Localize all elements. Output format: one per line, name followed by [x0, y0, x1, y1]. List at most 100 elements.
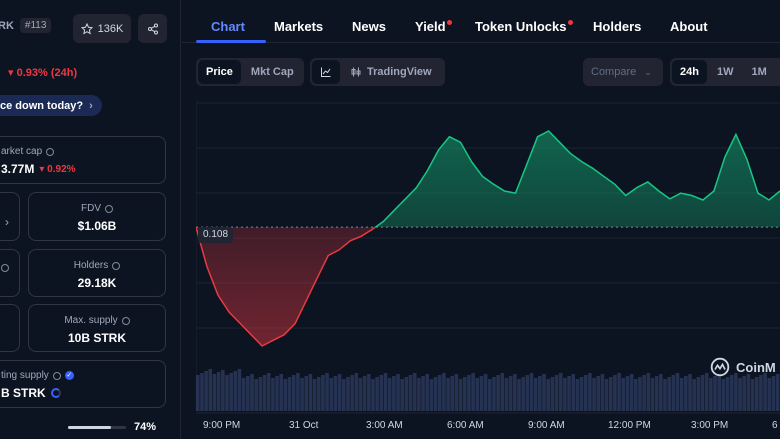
volume-bar — [221, 370, 225, 411]
volume-bar — [596, 376, 601, 411]
volume-bar — [458, 379, 463, 411]
volume-bar — [258, 377, 263, 411]
volume-bar — [542, 374, 546, 411]
volume-bar — [266, 373, 271, 411]
volume-bar — [229, 373, 233, 411]
volume-bar — [492, 377, 496, 411]
volume-bar — [425, 374, 429, 411]
tab-token-unlocks[interactable]: Token Unlocks — [475, 19, 573, 34]
volume-bar — [325, 373, 329, 411]
volume-bar — [650, 378, 655, 411]
max-supply-card: Max. supply 10B STRK — [28, 304, 166, 352]
info-icon[interactable] — [105, 204, 113, 213]
volume-bar — [442, 373, 446, 411]
volume-bar — [529, 373, 534, 411]
tab-markets[interactable]: Markets — [274, 19, 324, 34]
volume-bar — [667, 377, 671, 411]
volume-bar — [558, 373, 563, 411]
total-supply-card — [0, 304, 20, 352]
tab-about[interactable]: About — [670, 19, 708, 34]
circulating-supply-card: ting supply ✓ B STRK — [0, 360, 166, 408]
info-icon[interactable] — [1, 264, 9, 272]
volume-bar — [329, 378, 334, 411]
volume-bar — [333, 376, 338, 411]
why-price-pill[interactable]: ce down today? › — [0, 95, 102, 116]
tradingview-button[interactable]: TradingView — [342, 60, 440, 84]
volume-bar — [500, 373, 505, 411]
price-toggle[interactable]: Price — [198, 60, 241, 84]
tab-news[interactable]: News — [352, 19, 386, 34]
volume-bar — [525, 375, 530, 411]
volume-bar — [304, 376, 309, 411]
price-line-down — [196, 227, 377, 347]
volume-bar — [604, 379, 609, 411]
volume-bar — [200, 373, 204, 411]
volume-bar — [567, 376, 571, 411]
info-icon[interactable] — [46, 147, 55, 156]
volume-bar — [392, 376, 396, 411]
range-1m-button[interactable]: 1M — [751, 66, 767, 78]
active-tab-indicator — [196, 40, 266, 43]
volume-bar — [196, 375, 200, 411]
volume-bar — [396, 374, 400, 411]
volume-bar — [533, 378, 538, 411]
volume-bar — [383, 373, 388, 411]
volume-bar — [316, 377, 321, 411]
chart-panel: Chart Markets News Yield Token Unlocks H… — [182, 0, 780, 439]
volume-bar — [713, 376, 717, 411]
volume-bar — [446, 378, 450, 411]
x-tick-label: 6:00 AM — [447, 420, 484, 431]
volume-bar — [417, 378, 421, 411]
volume-bar — [508, 376, 513, 411]
tab-holders[interactable]: Holders — [593, 19, 642, 34]
volume-bar — [208, 369, 213, 411]
volume-bar — [504, 378, 509, 411]
volume-bar — [513, 374, 517, 411]
volume-bar — [408, 375, 413, 411]
volume-bar — [675, 373, 680, 411]
circulating-supply-label: ting supply — [1, 370, 49, 381]
volume-bar — [350, 375, 354, 411]
tradingview-label: TradingView — [367, 66, 432, 78]
volume-bar — [671, 375, 676, 411]
volume-bar — [688, 374, 692, 411]
info-icon[interactable] — [121, 316, 130, 325]
volume-bar — [204, 371, 208, 411]
price-mktcap-toggle: Price Mkt Cap — [196, 58, 304, 86]
range-1w-button[interactable]: 1W — [716, 66, 734, 78]
compare-label: Compare — [591, 66, 637, 78]
chevron-right-icon[interactable]: › — [5, 215, 9, 229]
compare-dropdown[interactable]: Compare ⌄ — [583, 58, 663, 86]
volume-bar — [387, 378, 392, 411]
tab-chart[interactable]: Chart — [211, 19, 245, 34]
notification-dot — [446, 20, 452, 25]
x-tick-label: 31 Oct — [289, 420, 319, 431]
volume-bar — [450, 376, 455, 411]
star-icon — [80, 22, 93, 35]
x-tick-label: 9:00 AM — [528, 420, 565, 431]
volume-bar — [608, 377, 613, 411]
volume-bar — [638, 377, 642, 411]
volume-bar — [308, 374, 313, 411]
info-icon[interactable] — [112, 261, 121, 270]
volume-bar — [538, 376, 542, 411]
volume-bar — [700, 375, 705, 411]
price-chart[interactable] — [196, 101, 780, 439]
coin-symbol: RK — [0, 19, 14, 32]
share-icon — [147, 23, 158, 34]
share-button[interactable] — [138, 14, 167, 43]
coin-sidebar: RK #113 136K ▾ 0.93% (24h) ce down today… — [0, 0, 181, 439]
volume-bar — [342, 379, 346, 411]
volume-bar — [358, 378, 363, 411]
line-chart-button[interactable] — [312, 60, 340, 84]
volume-bar — [738, 378, 742, 411]
info-icon[interactable] — [52, 371, 61, 380]
volume-bar — [233, 371, 238, 411]
holders-label: Holders — [73, 260, 109, 271]
range-24h-button[interactable]: 24h — [672, 60, 707, 84]
watchlist-button[interactable]: 136K — [73, 14, 131, 43]
volume-bar — [696, 377, 701, 411]
mktcap-toggle[interactable]: Mkt Cap — [250, 66, 294, 78]
tab-yield[interactable]: Yield — [415, 19, 452, 34]
watchlist-count: 136K — [97, 22, 124, 35]
